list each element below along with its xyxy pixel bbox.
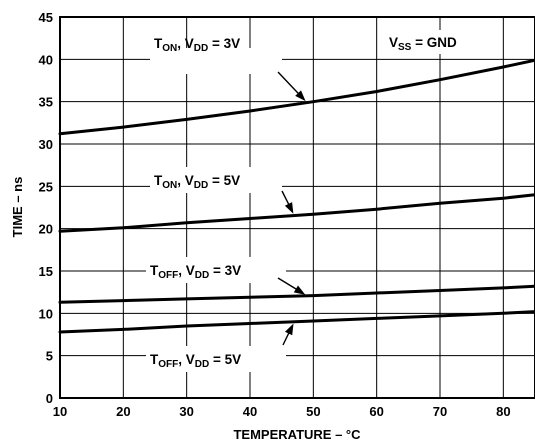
series-line-3 xyxy=(58,310,535,334)
series-arrow-line-0 xyxy=(277,71,301,96)
y-tick-label-2: 10 xyxy=(39,306,53,321)
x-tick-label-0: 10 xyxy=(53,404,67,419)
series-label-0: TON, VDD = 3V xyxy=(150,36,282,74)
series-label-3: TOFF, VDD = 5V xyxy=(146,346,286,372)
y-axis-label: TIME – ns xyxy=(10,177,25,238)
y-tick-label-9: 45 xyxy=(39,10,53,25)
y-tick-label-5: 25 xyxy=(39,179,53,194)
x-tick-label-2: 30 xyxy=(179,404,193,419)
series-label-bg-0 xyxy=(150,48,282,74)
x-axis-label: TEMPERATURE – °C xyxy=(233,427,361,442)
series-arrow-head-3 xyxy=(285,323,294,336)
x-tick-label-3: 40 xyxy=(243,404,257,419)
y-tick-label-7: 35 xyxy=(39,95,53,110)
x-tick-label-1: 20 xyxy=(116,404,130,419)
series-label-text-0: TON, VDD = 3V xyxy=(154,36,240,54)
series-arrow-line-2 xyxy=(277,277,299,292)
x-tick-label-7: 80 xyxy=(496,404,510,419)
series-label-bg-2 xyxy=(146,257,286,283)
series-label-text-2: TOFF, VDD = 3V xyxy=(150,263,241,281)
series-lines xyxy=(58,58,535,334)
series-label-text-3: TOFF, VDD = 5V xyxy=(150,352,241,370)
series-line-0 xyxy=(58,58,535,136)
x-tick-label-5: 60 xyxy=(369,404,383,419)
series-label-bg-3 xyxy=(146,346,286,372)
svg-text:VSS = GND: VSS = GND xyxy=(389,35,457,53)
series-label-bg-1 xyxy=(150,167,282,193)
tick-labels: 10 20 30 40 50 60 70 80 0 5 10 15 20 25 30 35 40 45 xyxy=(39,10,511,419)
series-arrow-head-0 xyxy=(295,90,306,102)
series-label-2: TOFF, VDD = 3V xyxy=(146,257,286,283)
series-arrow-head-2 xyxy=(293,285,306,295)
y-tick-label-6: 30 xyxy=(39,137,53,152)
y-tick-label-8: 40 xyxy=(39,52,53,67)
series-line-2 xyxy=(58,284,535,304)
y-tick-label-0: 0 xyxy=(46,391,53,406)
series-label-1: TON, VDD = 5V xyxy=(150,167,282,193)
condition-label: VSS = GND xyxy=(384,30,486,54)
series-line-1 xyxy=(58,193,535,233)
x-tick-label-6: 70 xyxy=(433,404,447,419)
x-tick-label-4: 50 xyxy=(306,404,320,419)
plot-frame xyxy=(59,16,535,399)
y-tick-label-1: 5 xyxy=(46,349,53,364)
y-tick-label-4: 20 xyxy=(39,222,53,237)
series-label-text-1: TON, VDD = 5V xyxy=(154,173,240,191)
series-annotations: TON, VDD = 3V TON, VDD = 5V TOFF, VDD = 3V… xyxy=(146,36,306,372)
series-arrow-head-1 xyxy=(284,202,294,214)
y-tick-label-3: 15 xyxy=(39,264,53,279)
